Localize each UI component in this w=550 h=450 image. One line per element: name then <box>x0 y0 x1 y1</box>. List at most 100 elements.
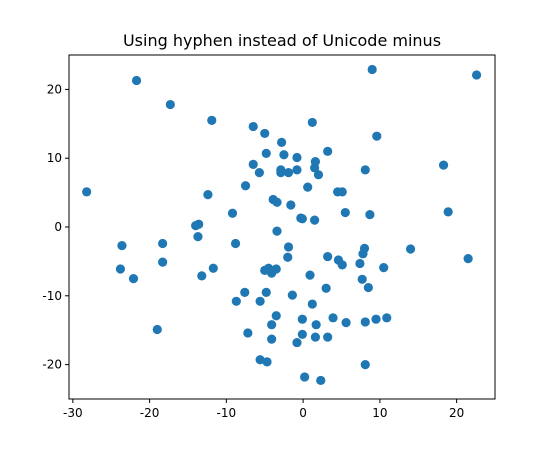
data-point <box>286 200 296 210</box>
data-point <box>261 287 271 297</box>
data-point <box>165 99 175 110</box>
data-point <box>203 190 213 200</box>
data-point <box>231 296 241 306</box>
y-tick-label: -10 <box>42 289 62 303</box>
data-point <box>115 264 126 274</box>
data-point <box>360 165 370 175</box>
data-point <box>240 287 250 297</box>
data-point <box>261 148 271 158</box>
data-point <box>208 263 218 273</box>
data-point <box>310 157 320 167</box>
data-point <box>372 131 382 141</box>
data-point <box>355 258 365 269</box>
y-tick-label: -20 <box>42 358 62 372</box>
data-point <box>323 251 333 262</box>
data-point <box>279 150 289 160</box>
data-point <box>311 320 321 330</box>
data-point <box>463 254 473 264</box>
data-point <box>158 257 168 267</box>
x-tick-label: -20 <box>140 406 160 420</box>
plot-frame <box>68 54 496 400</box>
data-point <box>316 375 326 386</box>
data-point <box>82 187 92 197</box>
data-point <box>323 332 333 342</box>
data-point <box>158 238 168 249</box>
data-point <box>283 252 293 262</box>
data-point <box>117 240 127 251</box>
data-point <box>367 64 377 75</box>
data-point <box>365 210 375 220</box>
data-point <box>254 168 264 178</box>
data-point <box>307 299 317 309</box>
data-point <box>292 337 302 348</box>
data-point <box>271 311 281 321</box>
data-point <box>128 274 139 284</box>
data-point <box>313 170 324 180</box>
data-point <box>283 242 294 252</box>
data-point <box>255 296 265 306</box>
data-point <box>277 137 287 147</box>
x-tick-label: 20 <box>449 406 464 420</box>
data-point <box>272 226 282 236</box>
y-axis: -20 -10 0 10 20 <box>42 82 69 372</box>
y-tick-label: 10 <box>47 151 62 165</box>
data-point <box>341 318 351 328</box>
data-point <box>340 207 350 218</box>
data-point <box>267 334 277 344</box>
data-point <box>321 283 331 293</box>
data-point <box>438 160 449 170</box>
data-point <box>292 165 302 175</box>
data-point <box>371 314 381 324</box>
data-point <box>307 117 317 128</box>
data-point <box>193 232 203 242</box>
data-point <box>283 168 294 178</box>
data-point <box>227 208 238 218</box>
data-point <box>207 115 217 125</box>
data-point <box>248 159 258 169</box>
data-point <box>323 146 333 156</box>
data-point <box>197 271 207 281</box>
data-point <box>297 214 307 224</box>
data-point <box>292 152 302 163</box>
data-point <box>303 182 313 192</box>
data-point <box>379 262 389 273</box>
data-point <box>328 313 338 323</box>
data-point <box>297 329 307 339</box>
x-tick-label: -30 <box>63 406 83 420</box>
data-point <box>382 313 392 323</box>
data-point <box>255 355 265 365</box>
x-tick-label: -10 <box>217 406 237 420</box>
data-point <box>243 328 253 338</box>
data-point <box>337 260 347 270</box>
data-point <box>271 264 281 274</box>
y-tick-label: 20 <box>47 82 62 96</box>
data-point <box>310 215 320 225</box>
data-point <box>305 270 315 280</box>
data-point <box>262 357 272 367</box>
x-tick-label: 10 <box>372 406 387 420</box>
data-point <box>310 332 320 342</box>
data-point <box>287 290 297 300</box>
data-point <box>267 320 277 330</box>
data-point <box>360 360 370 370</box>
data-point <box>337 187 347 197</box>
data-point <box>248 121 258 132</box>
data-point <box>443 207 453 217</box>
x-tick-label: 0 <box>299 406 307 420</box>
chart-title: Using hyphen instead of Unicode minus <box>123 31 441 50</box>
data-point <box>360 317 370 327</box>
data-point <box>152 324 162 335</box>
data-point <box>297 314 307 324</box>
data-points <box>82 64 482 386</box>
data-point <box>405 244 416 254</box>
data-point <box>240 181 251 191</box>
data-point <box>471 70 482 80</box>
data-point <box>276 168 286 178</box>
data-point <box>359 243 370 253</box>
data-point <box>260 128 270 139</box>
data-point <box>357 274 367 284</box>
y-tick-label: 0 <box>54 220 62 234</box>
data-point <box>131 75 142 86</box>
data-point <box>363 282 373 293</box>
